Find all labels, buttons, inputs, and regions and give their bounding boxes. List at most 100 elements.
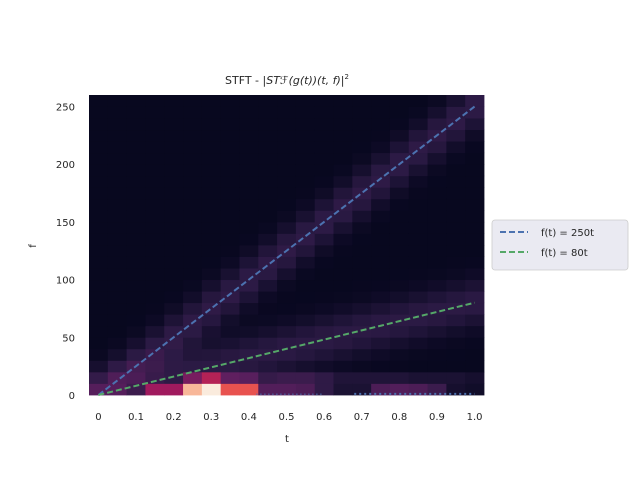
heatmap-cell	[277, 95, 297, 107]
heatmap-cell	[107, 337, 128, 350]
heatmap-cell	[201, 175, 222, 188]
heatmap-cell	[446, 118, 466, 131]
heatmap-cell	[465, 198, 485, 211]
heatmap-cell	[277, 360, 297, 373]
heatmap-cell	[408, 302, 428, 315]
heatmap-cell	[352, 383, 372, 396]
heatmap-cell	[371, 141, 391, 154]
heatmap-cell	[465, 152, 485, 165]
heatmap-cell	[295, 360, 316, 373]
heatmap-cell	[446, 291, 466, 304]
heatmap-cell	[107, 291, 128, 304]
heatmap-cell	[220, 256, 240, 269]
heatmap-cell	[295, 348, 316, 361]
heatmap-cell	[277, 129, 297, 142]
heatmap-cell	[389, 187, 410, 200]
x-tick-label: 0.6	[316, 412, 332, 423]
heatmap-cell	[314, 360, 334, 373]
heatmap-cell	[239, 325, 259, 338]
heatmap-cell	[220, 95, 240, 107]
heatmap-cell	[333, 314, 353, 327]
heatmap-cell	[239, 187, 259, 200]
heatmap-cell	[183, 129, 203, 142]
heatmap-cell	[89, 314, 109, 327]
heatmap-cell	[295, 371, 316, 384]
heatmap-cell	[145, 221, 165, 234]
heatmap-cell	[201, 233, 222, 246]
heatmap-cell	[408, 325, 428, 338]
heatmap-cell	[183, 383, 203, 396]
heatmap-cell	[183, 118, 203, 131]
heatmap-cell	[239, 371, 259, 384]
heatmap-cell	[446, 268, 466, 281]
heatmap-cell	[371, 233, 391, 246]
heatmap-cell	[427, 141, 447, 154]
heatmap-cell	[107, 348, 128, 361]
heatmap-cell	[107, 279, 128, 292]
heatmap-cell	[408, 383, 428, 396]
heatmap-cell	[145, 233, 165, 246]
heatmap-cell	[333, 95, 353, 107]
heatmap-cell	[201, 152, 222, 165]
legend-box	[491, 219, 629, 271]
heatmap-cell	[164, 175, 184, 188]
heatmap-cell	[465, 141, 485, 154]
legend-label: f(t) = 80t	[541, 248, 588, 259]
heatmap-cell	[239, 256, 259, 269]
heatmap-cell	[126, 256, 146, 269]
heatmap-cell	[89, 291, 109, 304]
heatmap-cell	[314, 314, 334, 327]
heatmap-cell	[446, 175, 466, 188]
heatmap-cell	[465, 279, 485, 292]
heatmap-cell	[277, 152, 297, 165]
heatmap-cell	[408, 233, 428, 246]
heatmap-cell	[89, 383, 109, 396]
heatmap-cell	[220, 129, 240, 142]
heatmap-cell	[295, 302, 316, 315]
heatmap-cell	[389, 141, 410, 154]
heatmap-cell	[145, 279, 165, 292]
y-tick-label: 100	[56, 276, 75, 287]
heatmap-cell	[408, 210, 428, 223]
heatmap-cell	[239, 95, 259, 107]
heatmap-cell	[220, 245, 240, 257]
heatmap-cell	[389, 221, 410, 234]
heatmap-cell	[314, 302, 334, 315]
x-tick-label: 0.9	[429, 412, 445, 423]
heatmap-cell	[126, 210, 146, 223]
heatmap-cell	[145, 210, 165, 223]
heatmap-cell	[164, 337, 184, 350]
heatmap-cell	[389, 268, 410, 281]
heatmap-cell	[465, 371, 485, 384]
heatmap-cell	[183, 245, 203, 257]
heatmap-cell	[389, 233, 410, 246]
heatmap-cell	[258, 325, 278, 338]
heatmap-cell	[183, 302, 203, 315]
heatmap-cell	[183, 164, 203, 177]
heatmap-cells	[89, 95, 485, 396]
heatmap-cell	[352, 198, 372, 211]
heatmap-cell	[239, 210, 259, 223]
heatmap-cell	[89, 256, 109, 269]
heatmap-cell	[126, 129, 146, 142]
heatmap-cell	[314, 210, 334, 223]
heatmap-cell	[295, 233, 316, 246]
heatmap-cell	[333, 268, 353, 281]
heatmap-cell	[371, 325, 391, 338]
heatmap-cell	[201, 325, 222, 338]
heatmap-cell	[164, 245, 184, 257]
heatmap-cell	[371, 291, 391, 304]
heatmap-cell	[126, 95, 146, 107]
x-tick-label: 0.5	[279, 412, 295, 423]
heatmap-cell	[408, 245, 428, 257]
heatmap-cell	[183, 175, 203, 188]
heatmap-cell	[352, 348, 372, 361]
heatmap-cell	[277, 383, 297, 396]
heatmap-cell	[295, 198, 316, 211]
heatmap-cell	[333, 337, 353, 350]
heatmap-cell	[239, 245, 259, 257]
heatmap-cell	[408, 129, 428, 142]
heatmap-cell	[333, 279, 353, 292]
heatmap-cell	[446, 325, 466, 338]
heatmap-cell	[277, 256, 297, 269]
